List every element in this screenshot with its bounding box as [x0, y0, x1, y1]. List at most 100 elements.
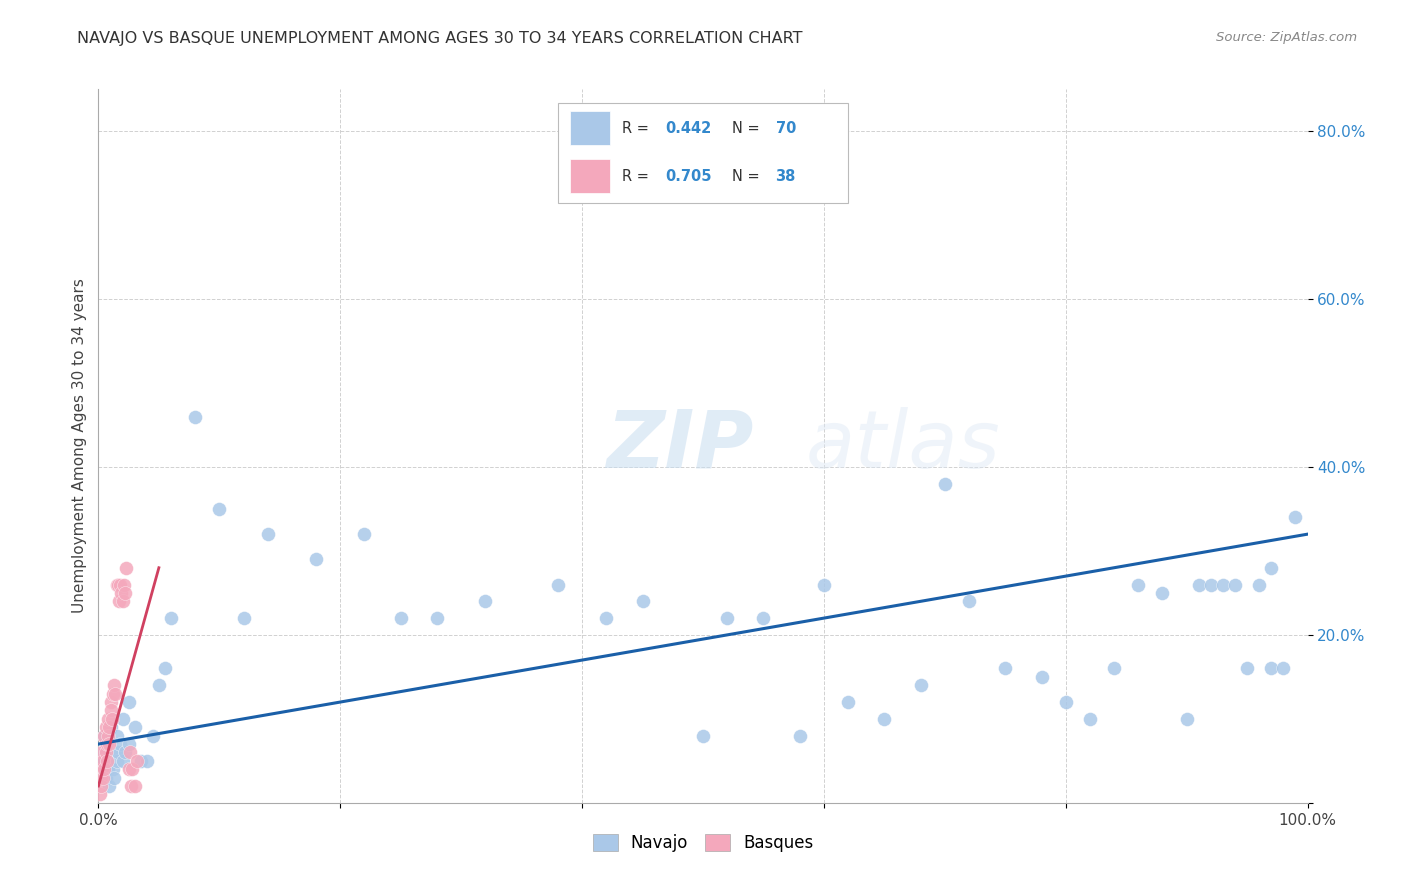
Point [107, 577, 129, 591]
Point [1236, 661, 1258, 675]
Point [91, 746, 114, 760]
Point [426, 611, 449, 625]
Point [98, 779, 121, 793]
Point [160, 611, 183, 625]
Point [93, 746, 115, 760]
Point [111, 594, 134, 608]
Point [837, 695, 859, 709]
Point [112, 577, 135, 591]
Point [631, 594, 654, 608]
Point [1152, 586, 1174, 600]
Point [101, 687, 124, 701]
Text: ZIP: ZIP [606, 407, 754, 485]
Point [121, 762, 143, 776]
Point [93, 729, 115, 743]
Point [1260, 661, 1282, 675]
Point [232, 611, 254, 625]
Point [135, 754, 157, 768]
Point [184, 409, 207, 424]
Point [90, 754, 112, 768]
Point [1249, 577, 1271, 591]
Point [114, 586, 136, 600]
Point [129, 754, 152, 768]
Point [105, 577, 128, 591]
Point [1260, 560, 1282, 574]
Point [910, 678, 932, 692]
Point [94, 746, 117, 760]
Point [1054, 695, 1077, 709]
Point [97, 729, 120, 743]
Point [813, 577, 835, 591]
Point [90, 771, 112, 785]
Point [108, 577, 131, 591]
Point [115, 560, 138, 574]
Point [100, 746, 122, 760]
Point [595, 611, 617, 625]
Point [873, 712, 896, 726]
Point [142, 729, 165, 743]
Point [94, 771, 117, 785]
Point [934, 476, 956, 491]
Legend: Navajo, Basques: Navajo, Basques [586, 827, 820, 859]
Point [94, 720, 117, 734]
Point [93, 729, 115, 743]
Point [256, 527, 278, 541]
Point [118, 746, 141, 760]
Point [105, 729, 128, 743]
Point [91, 762, 114, 776]
Text: NAVAJO VS BASQUE UNEMPLOYMENT AMONG AGES 30 TO 34 YEARS CORRELATION CHART: NAVAJO VS BASQUE UNEMPLOYMENT AMONG AGES… [77, 31, 803, 46]
Point [98, 737, 121, 751]
Point [91, 762, 114, 776]
Point [716, 611, 738, 625]
Point [91, 771, 114, 785]
Point [1102, 661, 1125, 675]
Point [111, 712, 134, 726]
Y-axis label: Unemployment Among Ages 30 to 34 years: Unemployment Among Ages 30 to 34 years [72, 278, 87, 614]
Point [101, 762, 124, 776]
Point [153, 661, 176, 675]
Point [148, 678, 170, 692]
Point [1128, 577, 1150, 591]
Point [103, 678, 125, 692]
Point [789, 729, 811, 743]
Point [108, 594, 131, 608]
Point [100, 703, 122, 717]
Point [91, 754, 114, 768]
Point [91, 771, 114, 785]
Point [118, 695, 141, 709]
Point [96, 754, 118, 768]
Point [1078, 712, 1101, 726]
Point [100, 720, 122, 734]
Point [118, 737, 141, 751]
Point [97, 737, 120, 751]
Point [96, 737, 118, 751]
Point [97, 712, 120, 726]
Point [104, 687, 127, 701]
Point [114, 746, 136, 760]
Point [100, 712, 122, 726]
Point [120, 779, 142, 793]
Point [105, 754, 128, 768]
Point [110, 586, 132, 600]
Point [124, 779, 146, 793]
Point [1284, 510, 1306, 524]
Point [103, 771, 125, 785]
Point [98, 720, 121, 734]
Point [1223, 577, 1246, 591]
Point [957, 594, 980, 608]
Text: atlas: atlas [806, 407, 1001, 485]
Point [305, 552, 328, 566]
Point [994, 661, 1017, 675]
Point [97, 762, 120, 776]
Point [93, 762, 115, 776]
Point [692, 729, 714, 743]
Point [108, 737, 131, 751]
Point [1175, 712, 1198, 726]
Point [389, 611, 412, 625]
Point [100, 695, 122, 709]
Point [1199, 577, 1222, 591]
Point [752, 611, 775, 625]
Point [474, 594, 496, 608]
Point [1031, 670, 1053, 684]
Point [1212, 577, 1234, 591]
